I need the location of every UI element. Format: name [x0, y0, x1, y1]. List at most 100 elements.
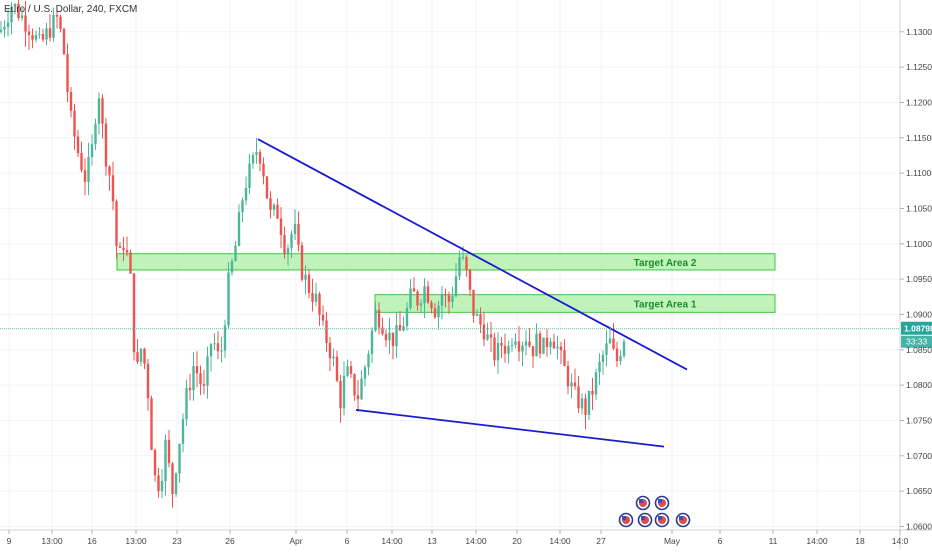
candle-down	[318, 293, 321, 315]
event-flag-icon[interactable]	[654, 512, 670, 528]
event-flag-icon[interactable]	[675, 512, 691, 528]
candle-up	[290, 234, 293, 249]
candle-down	[41, 34, 45, 40]
price-tick-label: 1.06000	[906, 521, 932, 531]
candle-up	[304, 274, 307, 280]
candle-up	[598, 361, 601, 373]
candle-down	[146, 363, 150, 399]
candle-up	[0, 29, 3, 32]
candle-down	[339, 380, 342, 409]
candle-down	[307, 274, 311, 294]
candle-down	[577, 386, 580, 409]
candle-down	[157, 475, 160, 492]
trendlines[interactable]	[257, 138, 688, 448]
candle-up	[234, 245, 237, 261]
candle-up	[90, 144, 94, 157]
price-tick-label: 1.07000	[906, 451, 932, 461]
candle-up	[388, 332, 391, 341]
price-tick-label: 1.09000	[906, 309, 932, 319]
candle-down	[493, 337, 496, 361]
candle-up	[454, 276, 458, 297]
time-tick-label: 23	[172, 536, 182, 546]
candle-down	[503, 345, 507, 354]
candle-up	[549, 341, 552, 348]
symbol-title: Euro / U.S. Dollar, 240, FXCM	[4, 4, 138, 15]
time-tick-label: 6	[718, 536, 723, 546]
price-tick-label: 1.10500	[906, 203, 932, 213]
candle-up	[230, 260, 234, 273]
candle-down	[199, 373, 202, 385]
price-tick-label: 1.07500	[906, 415, 932, 425]
candle-down	[479, 314, 482, 325]
candle-down	[300, 245, 304, 280]
candle-up	[248, 163, 251, 189]
event-flag-icon[interactable]	[637, 512, 653, 528]
candle-up	[521, 345, 524, 352]
candle-up	[293, 223, 297, 235]
candle-down	[552, 341, 556, 349]
event-flag-icon[interactable]	[635, 495, 651, 511]
price-tick-label: 1.11000	[906, 168, 932, 178]
candle-down	[545, 337, 549, 348]
candle-up	[570, 382, 573, 387]
candle-up	[605, 343, 608, 355]
candle-down	[573, 382, 577, 387]
candle-down	[489, 334, 493, 338]
countdown-label: 33:33	[906, 337, 928, 347]
candle-up	[6, 22, 10, 27]
price-tick-label: 1.11500	[906, 133, 932, 143]
candle-up	[374, 309, 377, 331]
time-axis[interactable]: 9 13:00 16 13:00 23 26 Apr 6 14:00 13 14:00 20 14:00…	[0, 529, 932, 546]
time-tick-label: 27	[596, 536, 606, 546]
candle-up	[241, 200, 244, 213]
trendline-upper[interactable]	[257, 138, 688, 371]
candle-down	[321, 314, 325, 321]
candle-down	[136, 352, 139, 362]
candle-down	[216, 343, 220, 352]
candle-up	[45, 28, 48, 40]
candle-down	[559, 346, 563, 351]
event-flag-icon[interactable]	[654, 495, 670, 511]
candle-down	[311, 293, 314, 302]
event-icons[interactable]	[618, 495, 691, 528]
candle-down	[517, 341, 521, 352]
candle-down	[356, 395, 360, 400]
candlesticks	[0, 0, 626, 508]
candle-down	[412, 288, 416, 292]
candle-up	[601, 354, 605, 362]
countdown-badge	[901, 335, 932, 348]
current-price-line: 1.08798 33:33	[0, 321, 932, 348]
event-flag-canton	[658, 516, 662, 520]
candle-up	[178, 443, 181, 474]
event-flag-icon[interactable]	[618, 512, 634, 528]
candle-down	[150, 398, 153, 450]
candle-down	[349, 366, 353, 374]
candle-up	[496, 342, 500, 361]
target-zones[interactable]: Target Area 2 Target Area 1	[116, 253, 776, 313]
candle-down	[129, 252, 132, 274]
candle-down	[353, 373, 356, 396]
time-tick-label: May	[664, 536, 681, 546]
time-tick-label: 14:00	[381, 536, 403, 546]
candle-up	[419, 303, 423, 306]
candle-up	[223, 325, 227, 351]
candle-down	[69, 92, 73, 111]
target-zone-1[interactable]	[116, 253, 776, 271]
price-axis[interactable]: 1.13000 1.12500 1.12000 1.11500 1.11000 1.105…	[899, 0, 932, 550]
candle-down	[83, 170, 87, 182]
candle-down	[167, 439, 171, 464]
candle-down	[472, 289, 475, 316]
candle-down	[48, 28, 52, 38]
trendline-lower[interactable]	[355, 408, 665, 448]
candle-down	[59, 16, 62, 29]
candle-down	[115, 201, 118, 247]
candle-up	[139, 348, 143, 362]
candle-up	[619, 355, 622, 362]
candle-down	[377, 309, 381, 328]
candle-up	[367, 354, 370, 368]
candle-up	[507, 345, 510, 354]
candle-down	[328, 342, 332, 359]
candle-up	[363, 367, 367, 379]
